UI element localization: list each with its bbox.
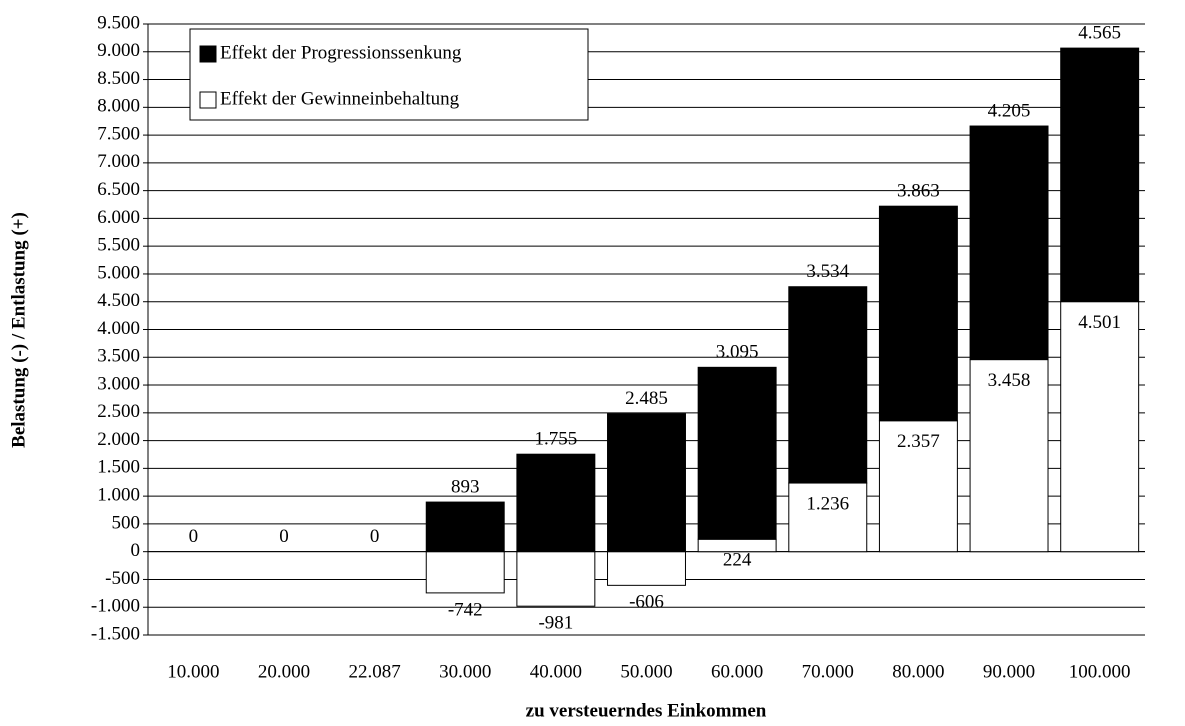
bar <box>607 551 686 586</box>
y-tick-label: 8.500 <box>97 68 140 89</box>
y-tick-label: 0 <box>131 540 141 561</box>
value-label: -606 <box>629 592 664 613</box>
value-label: 3.534 <box>806 261 849 282</box>
bar <box>1060 47 1140 303</box>
legend-box <box>189 28 589 121</box>
value-label: 4.205 <box>988 100 1031 121</box>
value-label: 2.357 <box>897 431 940 452</box>
bar <box>516 453 596 553</box>
y-tick-label: 7.000 <box>97 151 140 172</box>
value-label: 0 <box>189 526 199 547</box>
value-label: 1.236 <box>806 493 849 514</box>
legend-swatch <box>199 45 217 63</box>
y-tick-label: 500 <box>112 512 141 533</box>
value-label: 893 <box>451 476 480 497</box>
x-tick-label: 80.000 <box>892 661 944 682</box>
y-tick-label: 5.000 <box>97 262 140 283</box>
y-tick-label: -1.000 <box>91 596 140 617</box>
value-label: -742 <box>448 599 483 620</box>
y-tick-label: 6.000 <box>97 207 140 228</box>
bar <box>697 366 777 540</box>
y-tick-label: -1.500 <box>91 623 140 644</box>
bar <box>607 413 686 553</box>
y-tick-label: 3.000 <box>97 373 140 394</box>
y-tick-label: 2.000 <box>97 429 140 450</box>
value-label: 2.485 <box>625 388 668 409</box>
y-tick-label: 1.000 <box>97 484 140 505</box>
bar <box>1060 301 1140 553</box>
y-tick-label: 6.500 <box>97 179 140 200</box>
y-tick-label: 8.000 <box>97 96 140 117</box>
bar <box>425 551 505 594</box>
value-label: 224 <box>723 550 752 571</box>
value-label: 3.863 <box>897 181 940 202</box>
value-label: 3.458 <box>988 370 1031 391</box>
x-tick-label: 40.000 <box>530 661 582 682</box>
bar <box>969 125 1049 361</box>
y-tick-label: -500 <box>105 568 140 589</box>
bar <box>516 551 596 607</box>
y-tick-label: 1.500 <box>97 457 140 478</box>
bar <box>788 286 868 484</box>
x-tick-label: 22.087 <box>348 661 400 682</box>
y-tick-label: 9.500 <box>97 12 140 33</box>
y-tick-label: 3.500 <box>97 346 140 367</box>
bar <box>878 420 958 553</box>
value-label: 4.501 <box>1078 312 1121 333</box>
bar <box>969 359 1049 553</box>
x-tick-label: 70.000 <box>802 661 854 682</box>
bar <box>878 205 958 422</box>
legend-label: Effekt der Gewinneinbehaltung <box>220 88 460 109</box>
y-tick-label: 5.500 <box>97 235 140 256</box>
y-tick-label: 9.000 <box>97 40 140 61</box>
value-label: 0 <box>370 526 380 547</box>
value-label: 0 <box>279 526 289 547</box>
y-tick-label: 4.000 <box>97 318 140 339</box>
x-tick-label: 20.000 <box>258 661 310 682</box>
x-tick-label: 60.000 <box>711 661 763 682</box>
y-tick-label: 7.500 <box>97 123 140 144</box>
bar <box>788 482 868 553</box>
x-axis-title: zu versteuerndes Einkommen <box>526 700 767 721</box>
x-tick-label: 50.000 <box>620 661 672 682</box>
value-label: 1.755 <box>534 429 577 450</box>
bar <box>425 501 505 553</box>
y-axis-title: Belastung (-) / Entlastung (+) <box>8 212 29 448</box>
y-tick-label: 4.500 <box>97 290 140 311</box>
x-tick-label: 10.000 <box>167 661 219 682</box>
x-tick-label: 100.000 <box>1069 661 1131 682</box>
value-label: 4.565 <box>1078 22 1121 43</box>
legend-label: Effekt der Progressionssenkung <box>220 42 462 63</box>
value-label: 3.095 <box>716 342 759 363</box>
legend-swatch <box>199 91 217 109</box>
x-tick-label: 30.000 <box>439 661 491 682</box>
x-tick-label: 90.000 <box>983 661 1035 682</box>
value-label: -981 <box>538 613 573 634</box>
y-tick-label: 2.500 <box>97 401 140 422</box>
